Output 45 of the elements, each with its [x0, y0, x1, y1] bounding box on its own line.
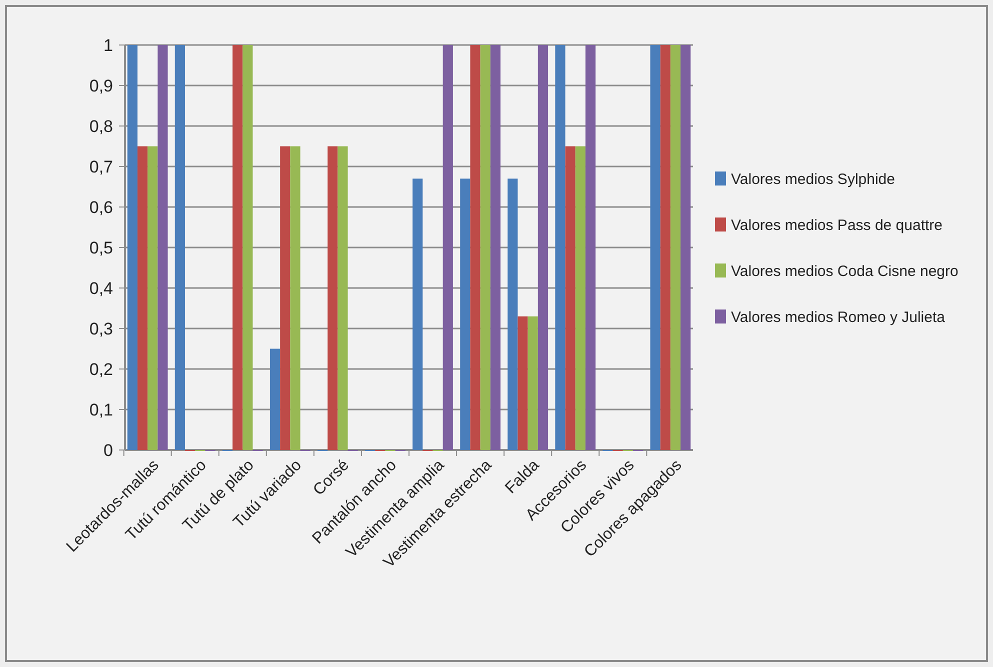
bar [585, 45, 596, 450]
bar [650, 45, 660, 450]
bar [528, 316, 538, 450]
y-tick-label: 0,2 [89, 360, 113, 379]
y-tick-label: 0 [104, 440, 113, 460]
bar [460, 178, 470, 450]
bar [555, 45, 566, 450]
bar [660, 45, 670, 450]
y-tick-label: 0,5 [89, 238, 113, 258]
bar [480, 45, 490, 450]
bar [538, 45, 548, 450]
bar [280, 146, 290, 450]
bar [508, 178, 518, 450]
bar [518, 316, 528, 450]
y-tick-label: 0,4 [89, 278, 113, 298]
bar [232, 45, 243, 450]
y-tick-label: 0,3 [89, 319, 113, 338]
bar [490, 45, 500, 450]
legend-label: Valores medios Coda Cisne negro [731, 262, 958, 280]
legend-label: Valores medios Romeo y Julieta [731, 308, 946, 326]
y-tick-label: 0,9 [89, 76, 113, 96]
bar [290, 146, 300, 450]
bar [174, 45, 186, 450]
bar [242, 45, 253, 450]
bar [670, 45, 681, 450]
bar [137, 146, 148, 450]
y-tick-label: 0,1 [89, 400, 113, 420]
bar [575, 146, 586, 450]
y-tick-label: 0,8 [89, 116, 113, 136]
bar [470, 45, 480, 450]
legend-label: Valores medios Pass de quattre [731, 216, 943, 234]
y-tick-label: 0,7 [89, 157, 113, 176]
bar [127, 45, 138, 450]
bar [412, 178, 423, 450]
legend-label: Valores medios Sylphide [731, 170, 895, 188]
bar [328, 146, 338, 450]
bar [338, 146, 348, 450]
y-tick-label: 0,6 [89, 198, 113, 217]
bar [565, 146, 576, 450]
y-tick-label: 1 [104, 36, 113, 55]
bar [158, 45, 168, 450]
bar [680, 45, 691, 450]
bar [148, 146, 158, 450]
bar [442, 45, 453, 450]
bar [270, 348, 280, 450]
